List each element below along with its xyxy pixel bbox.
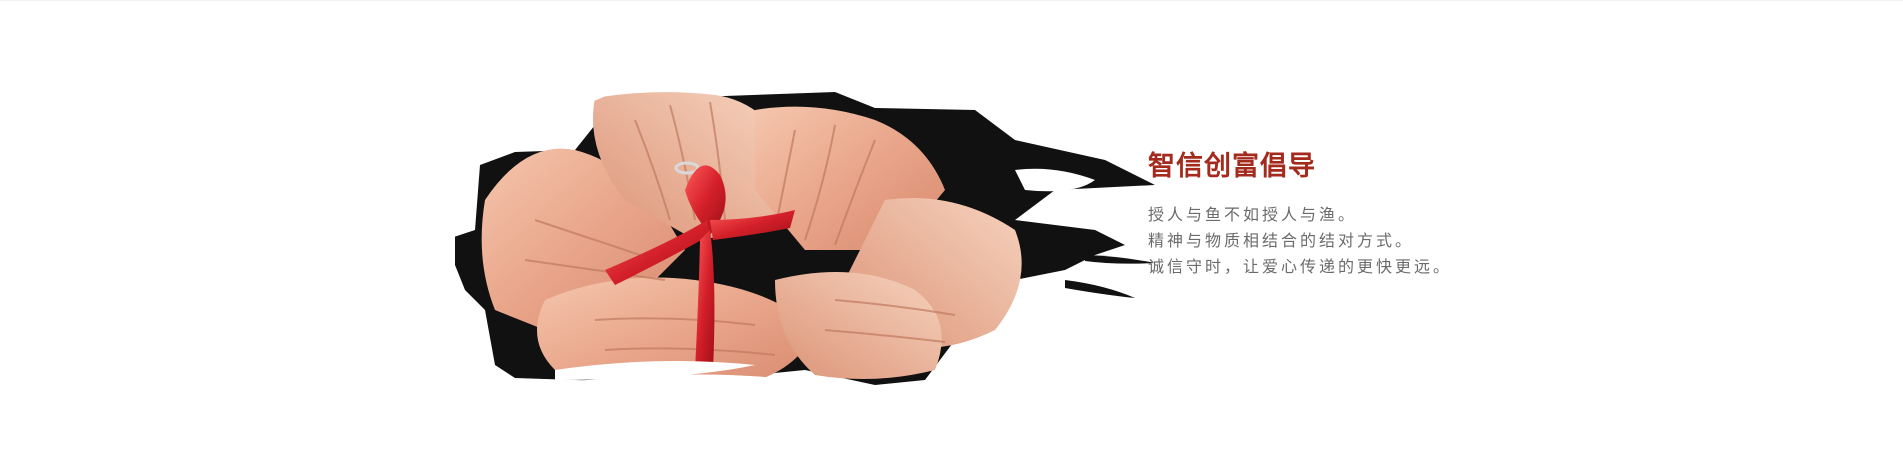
ring <box>674 161 700 175</box>
hand-bottom <box>537 277 815 390</box>
hand-bottom-right <box>775 272 942 379</box>
ink-drip-right-2 <box>1085 255 1155 264</box>
hands-ribbon-image <box>455 80 1155 420</box>
brush-tears <box>455 80 1155 420</box>
promo-text: 智信创富倡导 授人与鱼不如授人与渔。 精神与物质相结合的结对方式。 诚信守时，让… <box>1148 150 1668 280</box>
top-divider <box>0 0 1903 1</box>
promo-headline: 智信创富倡导 <box>1148 151 1316 182</box>
promo-line-3: 诚信守时，让爱心传递的更快更远。 <box>1148 257 1453 276</box>
hands-ribbon-illustration <box>455 80 1155 420</box>
promo-line-1: 授人与鱼不如授人与渔。 <box>1148 205 1358 224</box>
hand-top <box>593 92 785 240</box>
red-ribbon <box>605 165 795 370</box>
ink-drip-right <box>1065 280 1135 298</box>
promo-line-2: 精神与物质相结合的结对方式。 <box>1148 231 1415 250</box>
